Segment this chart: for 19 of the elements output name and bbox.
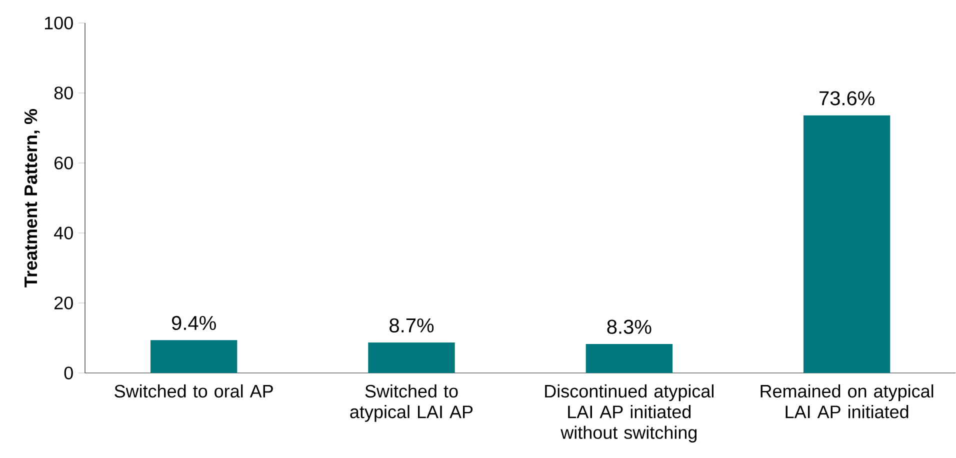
data-label: 8.3% — [607, 320, 652, 334]
data-label: 8.7% — [390, 318, 434, 332]
y-tick-label: 60 — [54, 156, 73, 170]
data-label: 9.4% — [172, 316, 216, 330]
y-tick-label: 40 — [54, 226, 73, 240]
x-tick-label: Discontinued atypical LAI AP initiated without switching — [545, 384, 714, 442]
x-tick-label: Remained on atypical LAI AP initiated — [760, 384, 934, 418]
bar — [586, 344, 673, 373]
bar — [368, 342, 455, 373]
y-axis-title: Treatment Pattern, % — [24, 108, 40, 288]
bar — [150, 340, 238, 373]
x-tick-label: Switched to oral AP — [114, 384, 273, 398]
data-label: 73.6% — [820, 91, 874, 106]
y-tick-label: 20 — [54, 296, 73, 310]
bar — [804, 115, 890, 373]
y-tick-label: 100 — [44, 16, 73, 30]
y-tick-label: 80 — [54, 86, 73, 100]
x-tick-label: Switched to atypical LAI AP — [350, 384, 473, 422]
y-tick-label: 0 — [64, 366, 73, 380]
